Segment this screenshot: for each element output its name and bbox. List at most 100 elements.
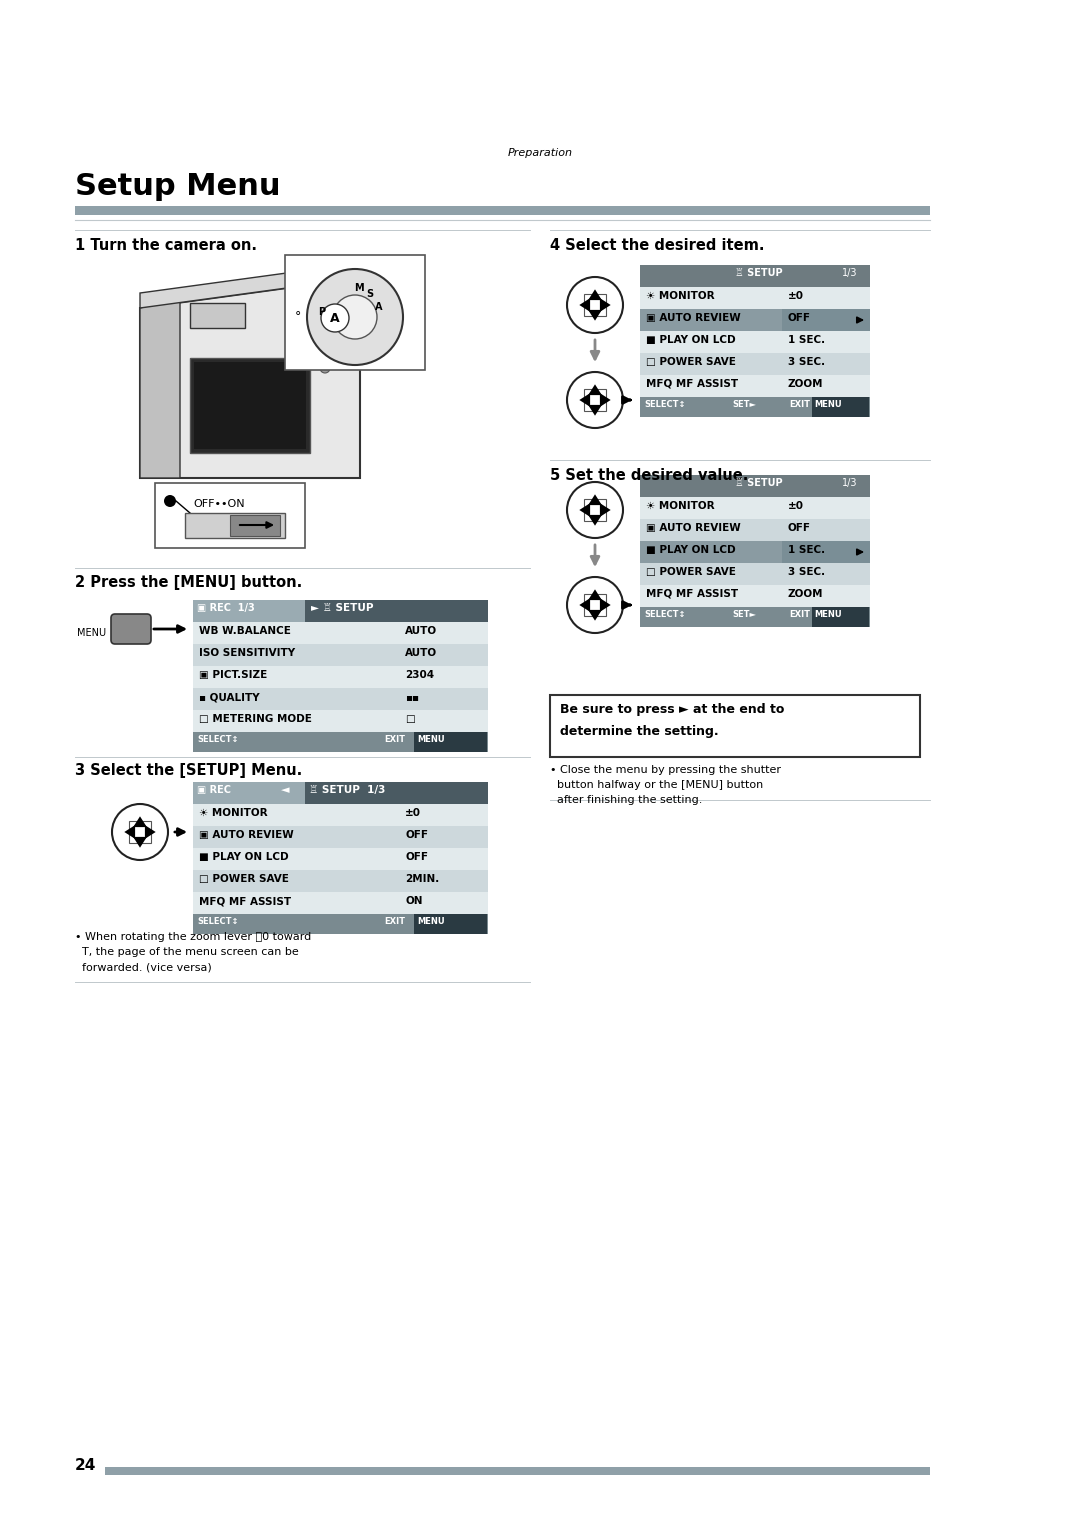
- Circle shape: [320, 343, 330, 353]
- Text: 3 SEC.: 3 SEC.: [788, 568, 825, 577]
- Text: MENU: MENU: [77, 629, 106, 638]
- Polygon shape: [589, 290, 602, 301]
- Bar: [305, 600, 488, 623]
- Bar: [193, 826, 488, 848]
- Polygon shape: [589, 514, 602, 525]
- Text: • When rotating the zoom lever ⑁0 toward: • When rotating the zoom lever ⑁0 toward: [75, 932, 311, 942]
- Text: ◄: ◄: [281, 784, 289, 795]
- Polygon shape: [124, 826, 135, 839]
- Text: M: M: [354, 282, 364, 293]
- Text: 2MIN.: 2MIN.: [405, 874, 440, 884]
- Bar: [640, 607, 870, 627]
- Text: after finishing the setting.: after finishing the setting.: [550, 795, 702, 806]
- Text: button halfway or the [MENU] button: button halfway or the [MENU] button: [550, 780, 764, 790]
- Text: EXIT: EXIT: [384, 917, 405, 926]
- Bar: [105, 1466, 930, 1476]
- Text: ► ♖ SETUP: ► ♖ SETUP: [311, 603, 374, 613]
- Polygon shape: [133, 836, 147, 847]
- Polygon shape: [140, 298, 180, 478]
- Text: ♖ SETUP: ♖ SETUP: [735, 269, 783, 278]
- Text: ☀ MONITOR: ☀ MONITOR: [646, 501, 715, 511]
- Bar: [285, 255, 426, 369]
- Text: °: °: [295, 310, 301, 324]
- Bar: [193, 600, 305, 623]
- Text: □ POWER SAVE: □ POWER SAVE: [646, 568, 735, 577]
- Bar: [782, 542, 870, 563]
- Bar: [193, 623, 488, 644]
- Text: OFF: OFF: [788, 523, 811, 533]
- Bar: [640, 353, 870, 375]
- Polygon shape: [599, 504, 610, 517]
- Polygon shape: [589, 494, 602, 505]
- Bar: [584, 295, 606, 316]
- Text: 3 Select the [SETUP] Menu.: 3 Select the [SETUP] Menu.: [75, 763, 302, 778]
- Text: □: □: [405, 714, 415, 723]
- Bar: [194, 362, 306, 449]
- Polygon shape: [589, 610, 602, 621]
- Text: ■ PLAY ON LCD: ■ PLAY ON LCD: [646, 336, 735, 345]
- Polygon shape: [599, 598, 610, 612]
- Text: ▣ AUTO REVIEW: ▣ AUTO REVIEW: [199, 830, 294, 839]
- Text: □ METERING MODE: □ METERING MODE: [199, 714, 312, 723]
- Circle shape: [307, 269, 403, 365]
- Text: 5 Set the desired value.: 5 Set the desired value.: [550, 468, 748, 484]
- Bar: [129, 821, 151, 844]
- Bar: [640, 375, 870, 397]
- Bar: [812, 397, 869, 417]
- Text: MFQ MF ASSIST: MFQ MF ASSIST: [199, 896, 292, 906]
- Text: WB W.BALANCE: WB W.BALANCE: [199, 626, 291, 636]
- Text: SELECT↕: SELECT↕: [644, 400, 686, 409]
- Bar: [193, 600, 488, 623]
- Bar: [193, 644, 488, 665]
- Text: ■ PLAY ON LCD: ■ PLAY ON LCD: [646, 545, 735, 555]
- Text: 2 Press the [MENU] button.: 2 Press the [MENU] button.: [75, 575, 302, 591]
- Circle shape: [112, 804, 168, 861]
- Bar: [190, 304, 245, 328]
- Text: SET►: SET►: [732, 610, 756, 620]
- Bar: [584, 499, 606, 522]
- Text: ▣ AUTO REVIEW: ▣ AUTO REVIEW: [646, 313, 741, 324]
- Text: MENU: MENU: [814, 400, 841, 409]
- Circle shape: [164, 494, 176, 507]
- Text: ▣ AUTO REVIEW: ▣ AUTO REVIEW: [646, 523, 741, 533]
- Text: A: A: [376, 302, 383, 311]
- Circle shape: [567, 577, 623, 633]
- Bar: [193, 870, 488, 893]
- Bar: [640, 475, 870, 497]
- Bar: [640, 331, 870, 353]
- Bar: [193, 893, 488, 914]
- Text: 1/3: 1/3: [842, 269, 858, 278]
- Polygon shape: [579, 598, 590, 612]
- Text: OFF••ON: OFF••ON: [193, 499, 245, 510]
- Bar: [640, 497, 870, 519]
- Circle shape: [567, 372, 623, 427]
- Bar: [193, 804, 488, 826]
- Text: SELECT↕: SELECT↕: [644, 610, 686, 620]
- Bar: [185, 513, 285, 539]
- Circle shape: [320, 363, 330, 372]
- Bar: [640, 584, 870, 607]
- Text: ■ PLAY ON LCD: ■ PLAY ON LCD: [199, 852, 288, 862]
- Text: 1 Turn the camera on.: 1 Turn the camera on.: [75, 238, 257, 253]
- Text: EXIT: EXIT: [384, 736, 405, 745]
- Bar: [640, 308, 870, 331]
- Bar: [156, 484, 305, 548]
- Text: P: P: [318, 307, 325, 317]
- Text: 2304: 2304: [405, 670, 434, 681]
- Bar: [193, 688, 488, 710]
- Bar: [584, 594, 606, 617]
- Bar: [640, 397, 870, 417]
- Text: SELECT↕: SELECT↕: [197, 917, 239, 926]
- Text: S: S: [367, 288, 374, 299]
- Text: OFF: OFF: [405, 852, 428, 862]
- Circle shape: [567, 278, 623, 333]
- Bar: [193, 732, 488, 752]
- Text: ZOOM: ZOOM: [788, 378, 824, 389]
- Text: ISO SENSITIVITY: ISO SENSITIVITY: [199, 649, 295, 658]
- Text: 24: 24: [75, 1457, 96, 1473]
- Bar: [193, 781, 488, 804]
- Text: forwarded. (vice versa): forwarded. (vice versa): [75, 961, 212, 972]
- Polygon shape: [133, 816, 147, 827]
- Polygon shape: [589, 310, 602, 320]
- Text: T, the page of the menu screen can be: T, the page of the menu screen can be: [75, 948, 299, 957]
